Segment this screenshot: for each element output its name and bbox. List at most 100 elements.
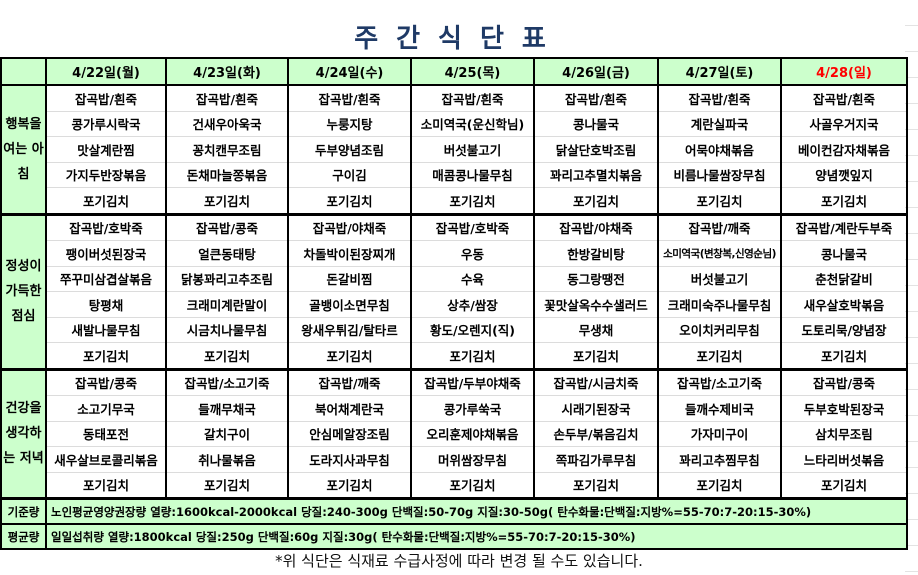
menu-item: 두부호박된장국 [780, 395, 908, 422]
menu-row: 포기김치 포기김치 포기김치 포기김치 포기김치 포기김치 포기김치 [1, 187, 908, 216]
menu-item: 포기김치 [45, 472, 167, 500]
menu-item: 크래미계란말이 [165, 291, 289, 318]
menu-item: 잡곡밥/두부야채죽 [410, 369, 535, 396]
menu-item: 콩나물국 [533, 111, 659, 137]
menu-item: 들깨무채국 [165, 395, 289, 422]
day-header: 4/26일(금) [533, 57, 659, 86]
menu-item: 우동 [410, 240, 535, 267]
menu-item: 팽이버섯된장국 [45, 240, 167, 267]
menu-item: 새우살브로콜리볶음 [45, 446, 167, 473]
menu-item: 포기김치 [165, 472, 289, 500]
menu-item: 잡곡밥/흰죽 [287, 85, 412, 112]
page-title: 주간식단표 [354, 24, 564, 54]
nutrition-row: 평균량 일일섭취량 열량:1800kcal 당질:250g 단백질:60g 지질:… [0, 524, 908, 550]
menu-item: 새발나물무침 [45, 317, 167, 343]
menu-item: 북어채계란국 [287, 395, 412, 422]
menu-item: 왕새우튀김/탈타르 [287, 317, 412, 343]
menu-item: 가자미구이 [657, 421, 782, 447]
menu-item: 포기김치 [287, 187, 412, 216]
meal-label: 행복을 여는 아침 [0, 85, 47, 216]
menu-item: 포기김치 [657, 187, 782, 216]
menu-item: 소미역국(변창복,신영순님) [657, 240, 782, 267]
menu-item: 얼큰동태탕 [165, 240, 289, 267]
menu-item: 춘천닭갈비 [780, 266, 908, 292]
disclaimer-note: *위 식단은 식재료 수급사정에 따라 변경 될 수도 있습니다. [275, 552, 643, 570]
menu-item: 잡곡밥/흰죽 [45, 85, 167, 112]
menu-item: 포기김치 [410, 187, 535, 216]
menu-row: 가지두반장볶음 돈채마늘쫑볶음 구이김 매콤콩나물무침 꽈리고추멸치볶음 비름나물쌈장무침… [1, 162, 908, 188]
weekly-menu-table: 4/22일(월) 4/23일(화) 4/24일(수) 4/25(목) 4/26일(금) 4… [0, 57, 908, 550]
menu-item: 포기김치 [45, 187, 167, 216]
menu-item: 잡곡밥/깨죽 [287, 369, 412, 396]
menu-item: 갈치구이 [165, 421, 289, 447]
menu-item: 쭈꾸미삼겹살볶음 [45, 266, 167, 292]
menu-item: 가지두반장볶음 [45, 162, 167, 188]
menu-row: 정성이 가득한 점심 잡곡밥/호박죽 잡곡밥/콩죽 잡곡밥/야채죽 잡곡밥/호박죽 잡곡밥… [0, 214, 908, 371]
menu-item: 매콤콩나물무침 [410, 162, 535, 188]
menu-item: 소고기무국 [45, 395, 167, 422]
menu-item: 포기김치 [533, 342, 659, 371]
menu-item: 잡곡밥/콩죽 [45, 369, 167, 396]
menu-item: 잡곡밥/흰죽 [165, 85, 289, 112]
menu-item: 삼치무조림 [780, 421, 908, 447]
menu-item: 잡곡밥/흰죽 [657, 85, 782, 112]
menu-item: 버섯불고기 [657, 266, 782, 292]
menu-item: 잡곡밥/계란두부죽 [780, 214, 908, 241]
spreadsheet-gridlines [905, 0, 918, 575]
menu-item: 포기김치 [657, 342, 782, 371]
nutrition-row: 기준량 노인평균영양권장량 열량:1600kcal-2000kcal 당질:240… [0, 498, 908, 525]
menu-item: 잡곡밥/시금치죽 [533, 369, 659, 396]
menu-row: 새우살브로콜리볶음 취나물볶음 도라지사과무침 머위쌈장무침 쪽파김가루무침 꽈리고추찜무… [1, 446, 908, 473]
menu-item: 닭살단호박조림 [533, 136, 659, 163]
nutrition-label: 기준량 [0, 498, 47, 525]
day-header: 4/22일(월) [45, 57, 167, 86]
menu-item: 시래기된장국 [533, 395, 659, 422]
menu-row: 포기김치 포기김치 포기김치 포기김치 포기김치 포기김치 포기김치 [1, 342, 908, 371]
menu-item: 꽈리고추멸치볶음 [533, 162, 659, 188]
menu-item: 포기김치 [533, 187, 659, 216]
nutrition-label: 평균량 [0, 524, 47, 550]
menu-item: 잡곡밥/깨죽 [657, 214, 782, 241]
menu-item: 누룽지탕 [287, 111, 412, 137]
menu-item: 잡곡밥/야채죽 [287, 214, 412, 241]
corner-cell [0, 57, 47, 86]
menu-item: 포기김치 [287, 472, 412, 500]
menu-item: 꽁치캔무조림 [165, 136, 289, 163]
day-header: 4/23일(화) [165, 57, 289, 86]
nutrition-text: 일일섭취량 열량:1800kcal 당질:250g 단백질:60g 지질:30g… [45, 524, 908, 550]
menu-item: 포기김치 [533, 472, 659, 500]
menu-item: 콩가루시락국 [45, 111, 167, 137]
menu-item: 동태포전 [45, 421, 167, 447]
menu-item: 콩가루쑥국 [410, 395, 535, 422]
menu-item: 포기김치 [165, 187, 289, 216]
menu-item: 잡곡밥/호박죽 [45, 214, 167, 241]
menu-item: 잡곡밥/콩죽 [165, 214, 289, 241]
menu-item: 버섯불고기 [410, 136, 535, 163]
menu-item: 수육 [410, 266, 535, 292]
menu-item: 잡곡밥/콩죽 [780, 369, 908, 396]
menu-item: 잡곡밥/흰죽 [780, 85, 908, 112]
menu-item: 오이치커리무침 [657, 317, 782, 343]
menu-item: 사골우거지국 [780, 111, 908, 137]
menu-item: 잡곡밥/흰죽 [410, 85, 535, 112]
menu-item: 꽈리고추찜무침 [657, 446, 782, 473]
menu-item: 건새우아욱국 [165, 111, 289, 137]
menu-item: 구이김 [287, 162, 412, 188]
menu-row: 새발나물무침 시금치나물무침 왕새우튀김/탈타르 황도/오렌지(직) 무생채 오이치커리무… [1, 317, 908, 343]
menu-item: 오리훈제야채볶음 [410, 421, 535, 447]
menu-item: 황도/오렌지(직) [410, 317, 535, 343]
menu-item: 콩나물국 [780, 240, 908, 267]
menu-item: 탕평채 [45, 291, 167, 318]
menu-item: 포기김치 [410, 342, 535, 371]
menu-row: 건강을 생각하는 저녁 잡곡밥/콩죽 잡곡밥/소고기죽 잡곡밥/깨죽 잡곡밥/두부야채죽… [0, 369, 908, 500]
menu-item: 포기김치 [45, 342, 167, 371]
menu-item: 머위쌈장무침 [410, 446, 535, 473]
menu-row: 동태포전 갈치구이 안심메알장조림 오리훈제야채볶음 손두부/볶음김치 가자미구이 삼치무조… [1, 421, 908, 447]
menu-item: 안심메알장조림 [287, 421, 412, 447]
menu-item: 크래미숙주나물무침 [657, 291, 782, 318]
menu-item: 포기김치 [410, 472, 535, 500]
menu-item: 양념깻잎지 [780, 162, 908, 188]
menu-row: 팽이버섯된장국 얼큰동태탕 차돌박이된장찌개 우동 한방갈비탕 소미역국(변창복,신영순님… [1, 240, 908, 267]
day-header-row: 4/22일(월) 4/23일(화) 4/24일(수) 4/25(목) 4/26일(금) 4… [0, 57, 908, 86]
menu-item: 돈채마늘쫑볶음 [165, 162, 289, 188]
